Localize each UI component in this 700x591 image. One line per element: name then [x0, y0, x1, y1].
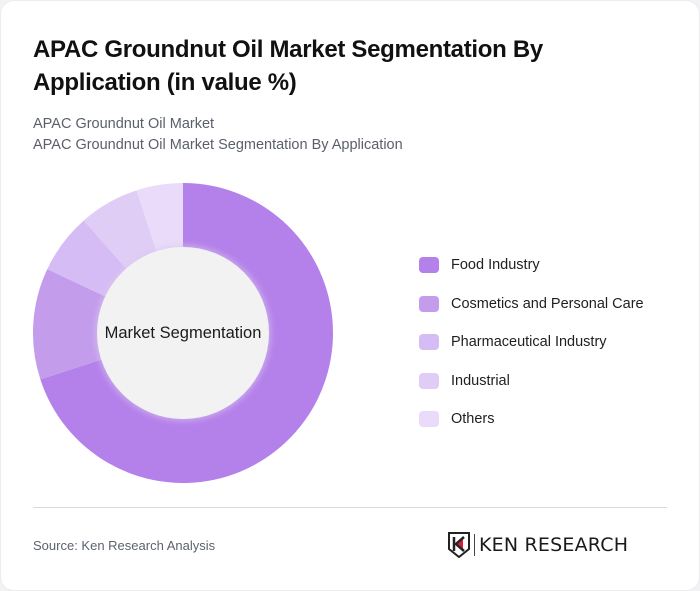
chart-legend: Food Industry Cosmetics and Personal Car…	[419, 246, 644, 439]
footer-divider	[33, 507, 667, 508]
source-note: Source: Ken Research Analysis	[33, 538, 216, 553]
subtitle-segmentation: APAC Groundnut Oil Market Segmentation B…	[33, 137, 403, 153]
legend-item-cosmetics[interactable]: Cosmetics and Personal Care	[419, 285, 644, 324]
legend-item-others[interactable]: Others	[419, 400, 644, 439]
donut-svg	[33, 183, 333, 484]
donut-chart: Market Segmentation	[31, 181, 335, 485]
legend-swatch	[419, 295, 439, 312]
legend-swatch	[419, 257, 439, 274]
page-title: APAC Groundnut Oil Market Segmentation B…	[33, 36, 543, 96]
subtitle-market: APAC Groundnut Oil Market	[33, 116, 215, 132]
breadcrumb: APAC Groundnut Oil Market APAC Groundnut…	[33, 114, 403, 156]
legend-item-food-industry[interactable]: Food Industry	[419, 246, 644, 285]
legend-swatch	[419, 334, 439, 351]
logo-text: KEN RESEARCH	[479, 534, 629, 556]
ken-research-logo: KEN RESEARCH	[448, 532, 628, 558]
legend-swatch	[419, 372, 439, 389]
ken-shield-icon	[448, 532, 470, 558]
donut-hole	[97, 247, 269, 419]
legend-item-industrial[interactable]: Industrial	[419, 362, 644, 401]
legend-swatch	[419, 411, 439, 428]
legend-item-pharmaceutical[interactable]: Pharmaceutical Industry	[419, 323, 644, 362]
logo-separator	[474, 534, 475, 556]
